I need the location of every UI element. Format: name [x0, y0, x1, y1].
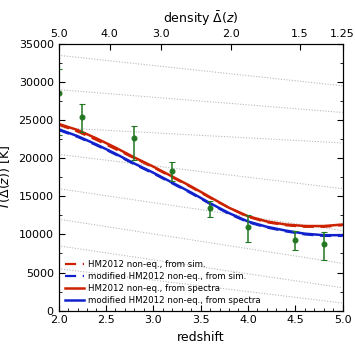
Legend: HM2012 non-eq., from sim., modified HM2012 non-eq., from sim., HM2012 non-eq., f: HM2012 non-eq., from sim., modified HM20…	[63, 258, 262, 306]
X-axis label: redshift: redshift	[177, 331, 224, 344]
X-axis label: density $\bar{\Delta}(z)$: density $\bar{\Delta}(z)$	[163, 10, 238, 28]
Y-axis label: $T(\bar{\Delta}(z))$ [K]: $T(\bar{\Delta}(z))$ [K]	[0, 145, 13, 210]
